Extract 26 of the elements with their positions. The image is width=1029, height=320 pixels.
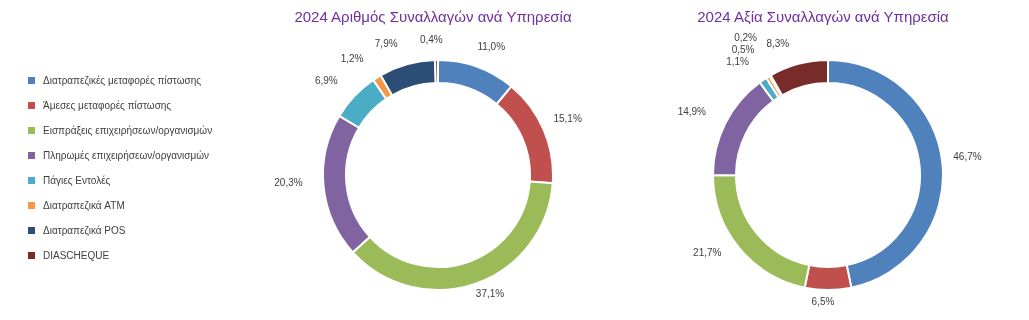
- data-label: 11,0%: [477, 41, 506, 53]
- data-label: 15,1%: [553, 112, 582, 124]
- legend-label: Εισπράξεις επιχειρήσεων/οργανισμών: [43, 125, 213, 136]
- data-label: 0,4%: [419, 33, 443, 45]
- data-label: 7,9%: [374, 38, 398, 50]
- chart-title: 2024 Αξία Συναλλαγών ανά Υπηρεσία: [696, 8, 950, 25]
- legend-label: DIASCHEQUE: [43, 250, 110, 261]
- data-label: 8,3%: [766, 37, 790, 49]
- data-label: 6,9%: [314, 74, 338, 86]
- data-label: 1,2%: [340, 53, 364, 65]
- legend-label: Διατραπεζικά POS: [43, 225, 126, 236]
- legend-label: Πληρωμές επιχειρήσεων/οργανισμών: [43, 150, 210, 161]
- chart-title: 2024 Αριθμός Συναλλαγών ανά Υπηρεσία: [293, 8, 573, 25]
- data-label: 0,5%: [731, 44, 755, 56]
- legend-label: Διατραπεζικά ATM: [43, 200, 125, 211]
- legend-label: Διατραπεζικές μεταφορές πίστωσης: [43, 75, 202, 86]
- data-label: 37,1%: [475, 288, 505, 300]
- data-label: 21,7%: [693, 247, 722, 259]
- data-label: 1,1%: [726, 56, 750, 68]
- data-label: 46,7%: [953, 151, 982, 163]
- legend-label: Άμεσες μεταφορές πίστωσης: [43, 100, 172, 111]
- data-label: 14,9%: [677, 105, 707, 117]
- data-label: 0,2%: [734, 32, 758, 44]
- legend-label: Πάγιες Εντολές: [43, 175, 111, 186]
- data-label: 20,3%: [274, 177, 303, 189]
- data-label: 6,5%: [811, 295, 835, 307]
